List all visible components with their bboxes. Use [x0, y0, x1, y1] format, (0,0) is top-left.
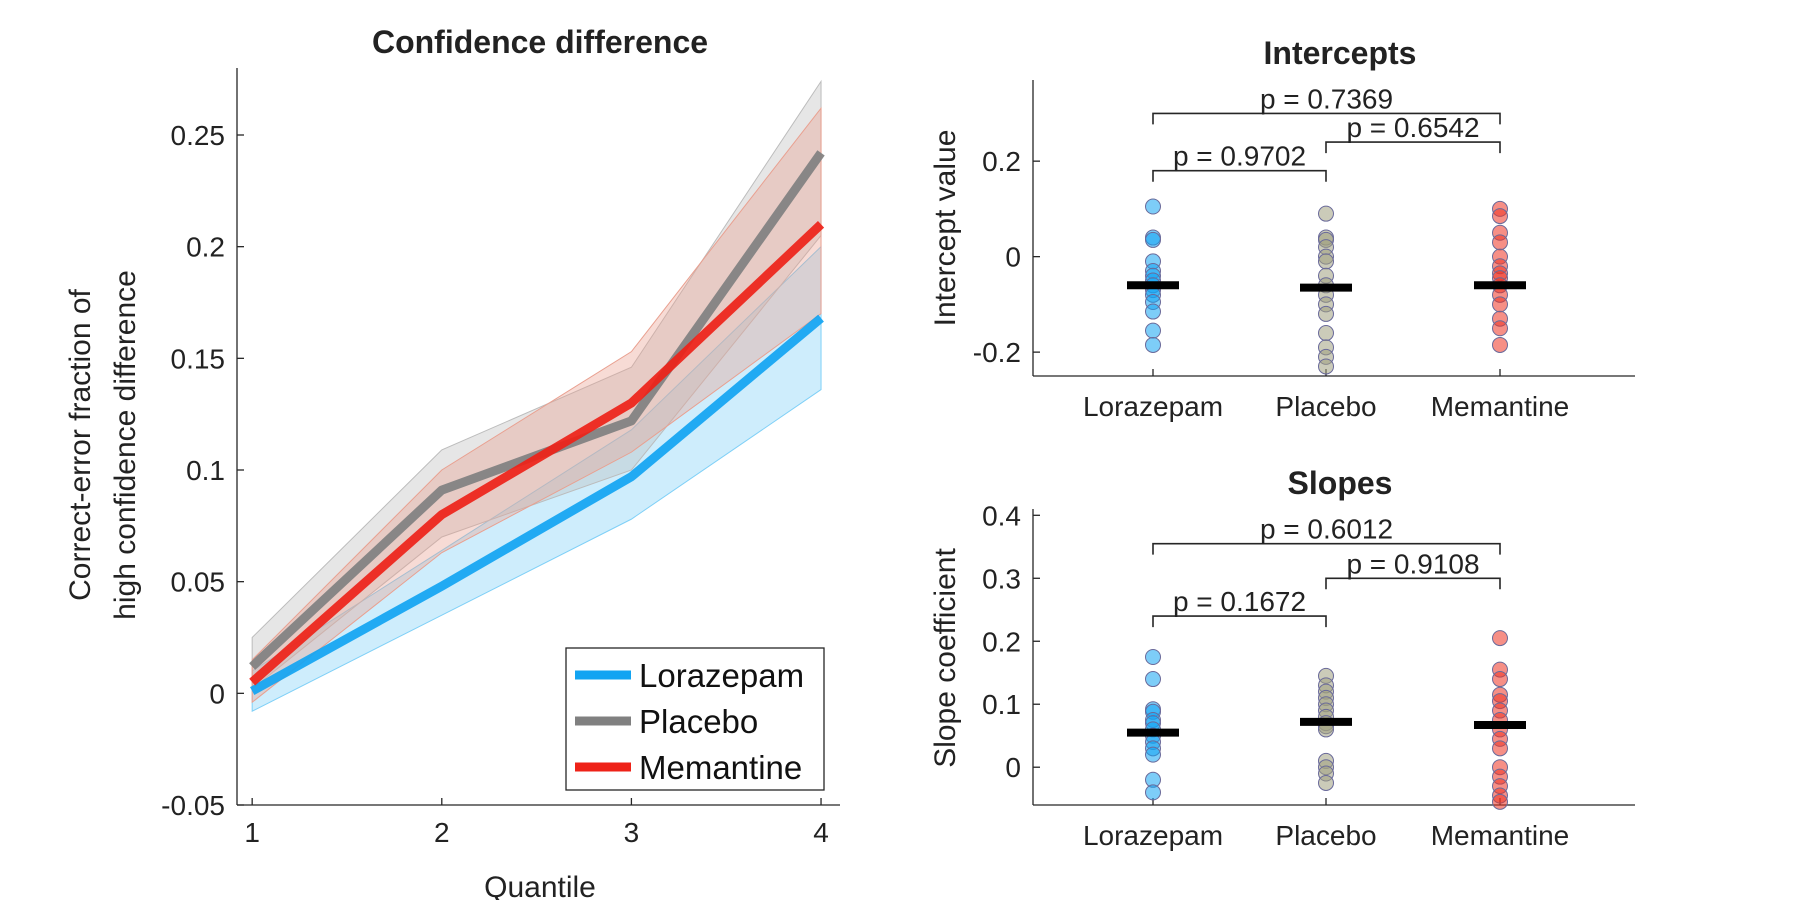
p-value-label: p = 0.9702 — [1173, 141, 1306, 172]
y-tick-label: 0.1 — [982, 689, 1021, 720]
band-lorazepam — [251, 245, 822, 713]
data-point-lorazepam — [1145, 303, 1161, 320]
data-point-placebo — [1318, 253, 1334, 270]
legend: Lorazepam Placebo Memantine — [565, 647, 825, 791]
x-tick-label: 2 — [434, 817, 450, 848]
y-tick-label: -0.05 — [161, 790, 225, 821]
p-value-label: p = 0.9108 — [1346, 548, 1479, 579]
data-point-memantine — [1492, 740, 1508, 757]
data-point-lorazepam — [1145, 746, 1161, 763]
y-tick-label: 0.2 — [982, 626, 1021, 657]
data-point-placebo — [1318, 305, 1334, 322]
x-tick-label-memantine: Memantine — [1431, 820, 1570, 851]
comparison-bracket — [1152, 169, 1327, 182]
data-point-lorazepam — [1145, 198, 1161, 215]
slopes-y-axis-label: Slope coefficient — [929, 548, 962, 768]
data-point-memantine — [1492, 320, 1508, 337]
y-tick-label: 0 — [1005, 752, 1021, 783]
data-point-placebo — [1318, 325, 1334, 342]
x-tick-label: 3 — [624, 817, 640, 848]
x-tick-label-placebo: Placebo — [1275, 391, 1376, 422]
intercepts-y-axis-label: Intercept value — [929, 130, 962, 327]
line-chart-title: Confidence difference — [372, 24, 708, 60]
y-axis-label-line-2: high confidence difference — [109, 270, 142, 620]
data-point-lorazepam — [1145, 649, 1161, 665]
legend-label-placebo: Placebo — [639, 703, 758, 740]
p-value-label: p = 0.6542 — [1346, 112, 1479, 143]
y-axis-label-line-1: Correct-error fraction of — [64, 288, 97, 600]
data-point-placebo — [1318, 774, 1334, 791]
data-point-memantine — [1492, 208, 1508, 225]
data-point-lorazepam — [1145, 322, 1161, 339]
y-tick-label: 0.2 — [982, 146, 1021, 177]
x-tick-label-placebo: Placebo — [1275, 820, 1376, 851]
data-point-memantine — [1492, 336, 1508, 353]
data-point-lorazepam — [1145, 784, 1161, 801]
y-tick-label: 0.25 — [171, 120, 226, 151]
y-tick-label: 0.2 — [186, 232, 225, 263]
x-tick-label: 4 — [813, 817, 829, 848]
data-point-placebo — [1318, 358, 1334, 375]
data-point-memantine — [1492, 234, 1508, 251]
slopes-title: Slopes — [1288, 465, 1393, 501]
x-tick-label-memantine: Memantine — [1431, 391, 1570, 422]
y-tick-label: 0.15 — [171, 343, 226, 374]
line-chart-panel: Confidence difference -0.05 0 0.05 0.1 0.15 0… — [64, 24, 840, 900]
legend-label-memantine: Memantine — [639, 749, 802, 786]
y-tick-label: 0 — [1005, 242, 1021, 273]
comparison-bracket — [1152, 112, 1501, 125]
data-point-memantine — [1492, 671, 1508, 688]
series-line-memantine — [249, 221, 825, 686]
data-point-lorazepam — [1145, 671, 1161, 688]
y-tick-label: 0.4 — [982, 500, 1021, 531]
p-value-label: p = 0.7369 — [1260, 83, 1393, 114]
slopes-panel: Slopes Slope coefficient 0 0.1 0.2 0.3 0.4 Lo… — [929, 465, 1635, 851]
y-tick-label: 0.3 — [982, 563, 1021, 594]
line-chart-axes: -0.05 0 0.05 0.1 0.15 0.2 0.25 1 2 3 4 — [161, 68, 840, 848]
data-point-lorazepam — [1145, 231, 1161, 248]
data-point-memantine — [1492, 296, 1508, 313]
legend-label-lorazepam: Lorazepam — [639, 657, 804, 694]
x-axis-label: Quantile — [484, 871, 596, 900]
data-point-memantine — [1492, 793, 1508, 810]
data-point-lorazepam — [1145, 336, 1161, 353]
intercepts-plot: -0.2 0 0.2 Lorazepam Placebo Memantine p = 0.7… — [973, 80, 1635, 422]
comparison-bracket — [1325, 141, 1501, 154]
confidence-bands — [251, 79, 822, 713]
x-tick-label-lorazepam: Lorazepam — [1083, 391, 1223, 422]
x-tick-label-lorazepam: Lorazepam — [1083, 820, 1223, 851]
comparison-bracket — [1152, 542, 1501, 555]
intercepts-panel: Intercepts Intercept value -0.2 0 0.2 Loraz… — [929, 35, 1635, 422]
y-axis-label: Correct-error fraction of high confidenc… — [64, 270, 142, 620]
x-tick-label: 1 — [244, 817, 260, 848]
p-value-label: p = 0.6012 — [1260, 514, 1393, 545]
svg-text:Slope coefficient: Slope coefficient — [929, 548, 962, 768]
series-lines — [249, 150, 825, 696]
comparison-bracket — [1152, 615, 1327, 628]
data-point-placebo — [1318, 205, 1334, 222]
y-tick-label: -0.2 — [973, 337, 1021, 368]
y-tick-label: 0.1 — [186, 455, 225, 486]
slopes-plot: 0 0.1 0.2 0.3 0.4 Lorazepam Placebo Memantine p … — [982, 500, 1635, 851]
svg-text:Intercept value: Intercept value — [929, 130, 962, 327]
p-value-label: p = 0.1672 — [1173, 586, 1306, 617]
series-line-lorazepam — [249, 314, 824, 696]
data-point-memantine — [1492, 630, 1508, 647]
comparison-bracket — [1325, 577, 1501, 590]
y-tick-label: 0.05 — [171, 567, 226, 598]
intercepts-title: Intercepts — [1264, 35, 1417, 71]
y-tick-label: 0 — [209, 678, 225, 709]
